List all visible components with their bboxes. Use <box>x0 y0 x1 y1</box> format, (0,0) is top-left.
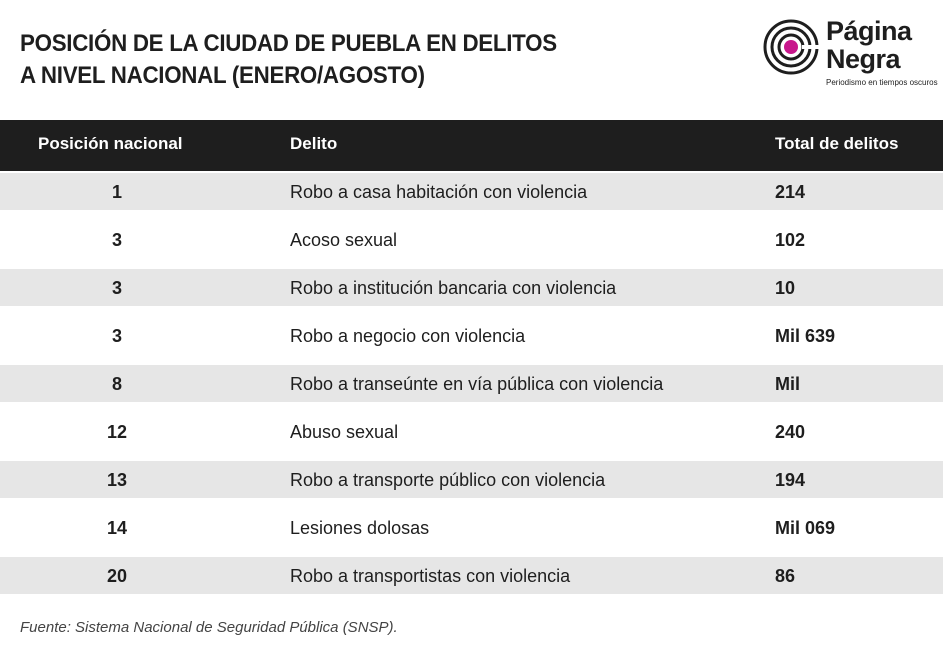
total-cell: 10 <box>775 278 796 298</box>
logo-name: Página <box>826 16 912 46</box>
crime-cell: Lesiones dolosas <box>290 518 430 538</box>
logo-icon <box>763 19 820 75</box>
position-cell: 12 <box>106 422 128 442</box>
crime-cell: Robo a casa habitación con violencia <box>290 182 588 202</box>
position-cell: 3 <box>111 230 122 250</box>
crime-cell: Robo a transportistas con violencia <box>290 566 571 586</box>
total-cell: 194 <box>775 470 806 490</box>
total-cell: 102 <box>775 230 806 250</box>
total-cell: Mil 639 <box>775 326 836 346</box>
source: Fuente: Sistema Nacional de Seguridad Pú… <box>20 619 398 636</box>
row-stripe <box>0 557 943 594</box>
position-cell: 8 <box>111 374 122 394</box>
position-cell: 13 <box>106 470 128 490</box>
position-cell: 1 <box>111 182 122 202</box>
total-cell: 240 <box>775 422 806 442</box>
crime-cell: Robo a transeúnte en vía pública con vio… <box>290 374 664 394</box>
total-cell: Mil <box>775 374 800 394</box>
row-stripe <box>0 461 943 498</box>
row-stripe <box>0 269 943 306</box>
crime-cell: Acoso sexual <box>290 230 398 250</box>
row-stripe <box>0 173 943 210</box>
total-cell: 86 <box>775 566 796 586</box>
title-line: POSICIÓN DE LA CIUDAD DE PUEBLA EN DELIT… <box>20 30 557 57</box>
total-cell: Mil 069 <box>775 518 836 538</box>
column-header: Posición nacional <box>38 134 183 153</box>
crime-cell: Robo a transporte público con violencia <box>290 470 606 490</box>
position-cell: 3 <box>111 278 122 298</box>
logo-tagline: Periodismo en tiempos oscuros <box>826 78 938 87</box>
table-header <box>0 120 943 171</box>
crime-cell: Robo a institución bancaria con violenci… <box>290 278 617 298</box>
position-cell: 14 <box>106 518 128 538</box>
position-cell: 20 <box>106 566 128 586</box>
position-cell: 3 <box>111 326 122 346</box>
column-header: Delito <box>290 134 338 153</box>
column-header: Total de delitos <box>775 134 899 153</box>
total-cell: 214 <box>775 182 806 202</box>
logo-name: Negra <box>826 44 901 74</box>
crime-cell: Robo a negocio con violencia <box>290 326 526 346</box>
row-stripe <box>0 365 943 402</box>
crime-cell: Abuso sexual <box>290 422 399 442</box>
title-line: A NIVEL NACIONAL (ENERO/AGOSTO) <box>20 62 425 89</box>
